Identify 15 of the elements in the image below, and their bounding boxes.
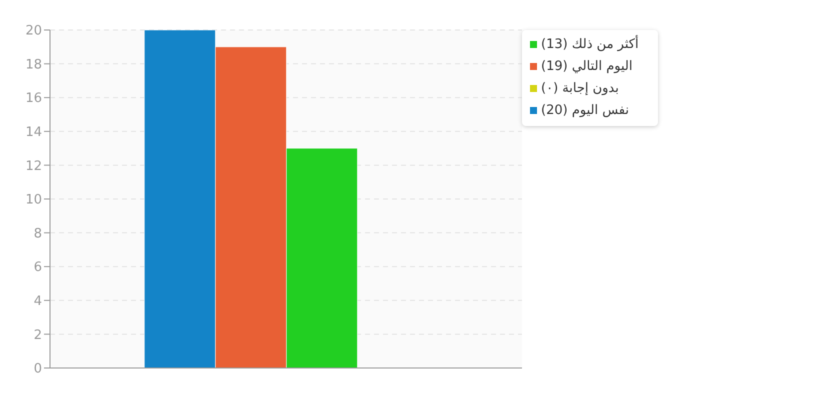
y-tick-label: 18 xyxy=(25,57,42,72)
y-tick-label: 12 xyxy=(25,158,42,174)
y-tick-label: 14 xyxy=(25,125,42,140)
y-tick-label: 8 xyxy=(34,226,42,242)
legend-label: اليوم التالي (19) xyxy=(541,59,632,74)
y-tick-label: 16 xyxy=(25,91,42,106)
y-tick-label: 4 xyxy=(34,294,42,310)
legend-label: بدون إجابة (٠) xyxy=(541,81,619,96)
y-tick-label: 0 xyxy=(34,362,42,377)
y-tick-label: 6 xyxy=(34,260,42,276)
legend-label: نفس اليوم (20) xyxy=(541,103,629,118)
y-tick-label: 20 xyxy=(25,24,42,39)
legend-label: أكثر من ذلك (13) xyxy=(541,37,639,52)
y-tick-label: 10 xyxy=(25,192,42,208)
y-tick-label: 2 xyxy=(34,328,42,343)
